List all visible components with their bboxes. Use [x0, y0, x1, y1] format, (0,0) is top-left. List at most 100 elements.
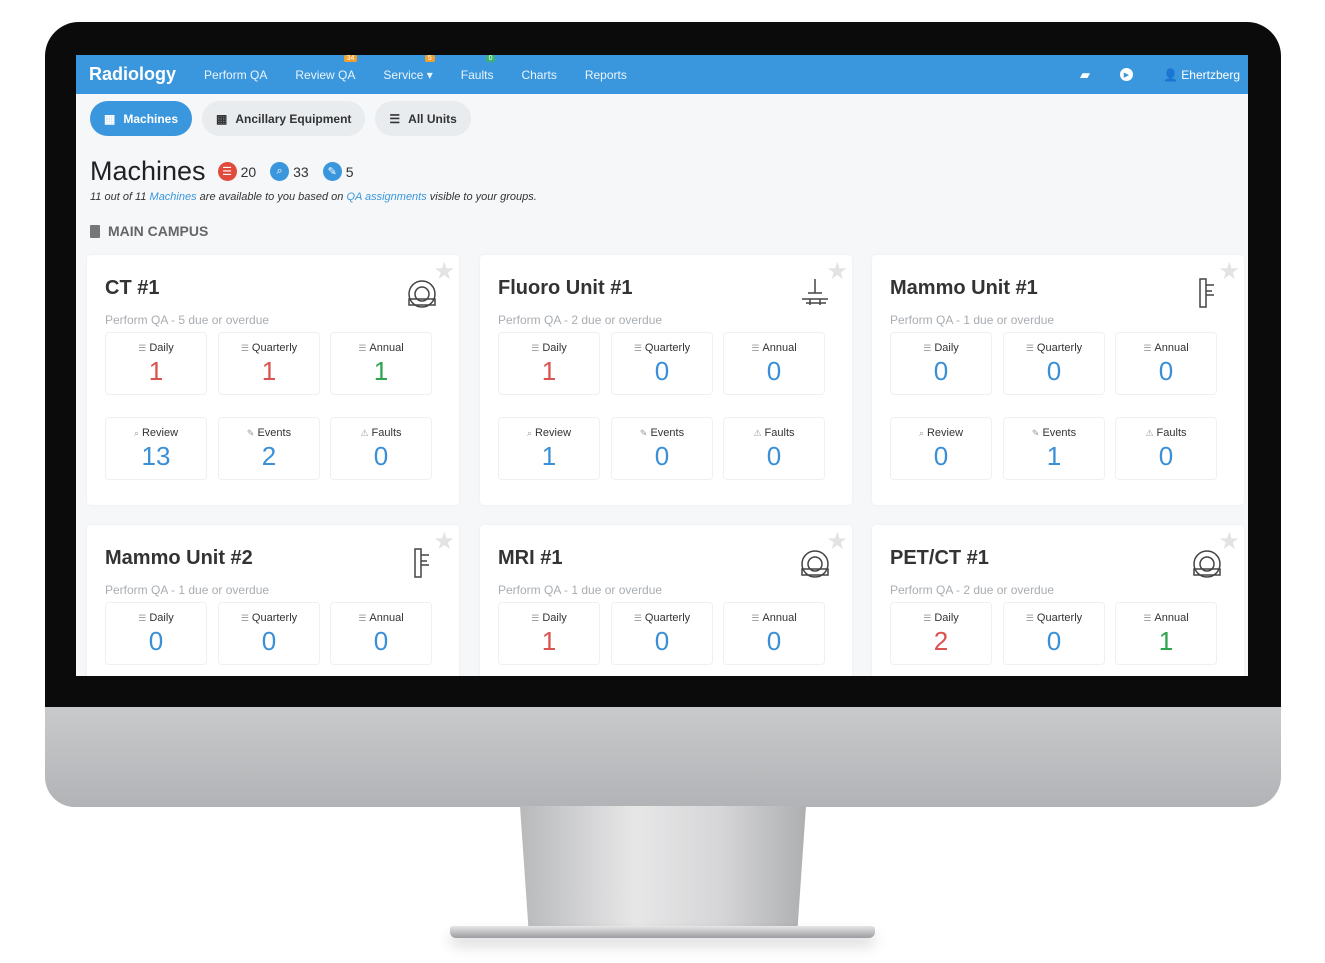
- stat-quarterly[interactable]: ☰ Quarterly 0: [218, 602, 320, 665]
- stat-label-text: Daily: [149, 342, 174, 354]
- stat-annual[interactable]: ☰ Annual 0: [723, 332, 825, 395]
- nav-item-charts[interactable]: Charts: [521, 67, 557, 82]
- stat-label-text: Annual: [369, 612, 404, 624]
- search-icon: ⌕: [270, 162, 290, 181]
- stat-value: 0: [766, 626, 782, 656]
- pet-ct-icon: [1193, 550, 1221, 578]
- book-icon[interactable]: ▰: [1080, 66, 1090, 82]
- qa-assignments-link[interactable]: QA assignments: [346, 191, 427, 203]
- stat-events[interactable]: ✎ Events 1: [1003, 417, 1105, 480]
- stat-daily[interactable]: ☰ Daily 1: [498, 332, 600, 395]
- stat-annual[interactable]: ☰ Annual 1: [1115, 602, 1217, 665]
- stat-faults[interactable]: ⚠ Faults 0: [723, 417, 825, 480]
- stat-events[interactable]: ✎ Events 0: [611, 417, 713, 480]
- stat-review[interactable]: ⌕ Review 0: [890, 417, 992, 480]
- nav-item-review-qa[interactable]: Review QA 34: [295, 55, 358, 82]
- stat-value: 1: [541, 626, 557, 656]
- stat-label: ⚠ Faults: [331, 427, 431, 439]
- nav-item-perform-qa[interactable]: Perform QA: [204, 67, 268, 82]
- favorite-star-icon[interactable]: ★: [826, 528, 848, 555]
- machine-card[interactable]: Mammo Unit #1 ★ Perform QA - 1 due or over…: [872, 255, 1244, 505]
- nav-item-reports[interactable]: Reports: [584, 67, 627, 82]
- play-icon[interactable]: ▶: [1120, 68, 1133, 81]
- stat-events[interactable]: ✎ Events 2: [218, 417, 320, 480]
- favorite-star-icon[interactable]: ★: [433, 528, 455, 555]
- grid-icon: ▦: [104, 111, 116, 126]
- stat-quarterly[interactable]: ☰ Quarterly 0: [611, 332, 713, 395]
- brand-logo[interactable]: Radiology: [89, 64, 177, 84]
- stat-annual[interactable]: ☰ Annual 0: [330, 602, 432, 665]
- machine-name[interactable]: CT #1: [105, 277, 160, 299]
- count-value: 5: [345, 163, 354, 180]
- stat-value: 0: [933, 441, 949, 471]
- stat-annual[interactable]: ☰ Annual 0: [1115, 332, 1217, 395]
- stat-review[interactable]: ⌕ Review 13: [105, 417, 207, 480]
- unit-type-tabs: ▦ Machines ▦ Ancillary Equipment ☰ All Units: [90, 101, 1248, 136]
- favorite-star-icon[interactable]: ★: [1218, 528, 1240, 555]
- nav-item-faults[interactable]: Faults 0: [460, 55, 496, 82]
- due-summary: Perform QA - 2 due or overdue: [498, 313, 663, 327]
- user-menu[interactable]: 👤 Ehertzberg: [1163, 68, 1240, 82]
- stat-label-text: Daily: [542, 612, 567, 624]
- stat-label: ☰ Daily: [891, 342, 991, 354]
- review-icon: ⌕: [526, 428, 532, 438]
- count-badge[interactable]: ⌕ 33: [270, 162, 309, 181]
- grid-icon: ▦: [216, 111, 228, 126]
- tab-ancillary-equipment[interactable]: ▦ Ancillary Equipment: [202, 101, 366, 136]
- tab-all-units[interactable]: ☰ All Units: [375, 101, 471, 136]
- stat-quarterly[interactable]: ☰ Quarterly 1: [218, 332, 320, 395]
- machine-card[interactable]: MRI #1 ★ Perform QA - 1 due or overdue ☰ Dai…: [480, 525, 852, 676]
- daily-icon: ☰: [138, 613, 147, 623]
- stat-daily[interactable]: ☰ Daily 2: [890, 602, 992, 665]
- stat-annual[interactable]: ☰ Annual 1: [330, 332, 432, 395]
- stat-annual[interactable]: ☰ Annual 0: [723, 602, 825, 665]
- favorite-star-icon[interactable]: ★: [826, 258, 848, 285]
- stat-daily[interactable]: ☰ Daily 1: [498, 602, 600, 665]
- list-icon: ☰: [389, 111, 401, 126]
- user-icon: 👤: [1163, 67, 1178, 82]
- machine-card[interactable]: PET/CT #1 ★ Perform QA - 2 due or overdue ☰…: [872, 525, 1244, 676]
- tab-machines[interactable]: ▦ Machines: [90, 101, 193, 136]
- stat-quarterly[interactable]: ☰ Quarterly 0: [1003, 332, 1105, 395]
- stat-label: ⌕ Review: [891, 427, 991, 439]
- stat-value: 1: [373, 356, 389, 386]
- count-value: 20: [240, 163, 257, 180]
- stat-quarterly[interactable]: ☰ Quarterly 0: [1003, 602, 1105, 665]
- stat-value: 0: [148, 626, 164, 656]
- stat-label-text: Daily: [542, 342, 567, 354]
- machine-name[interactable]: MRI #1: [498, 547, 563, 569]
- machine-card[interactable]: Mammo Unit #2 ★ Perform QA - 1 due or over…: [87, 525, 459, 676]
- stat-label: ☰ Quarterly: [219, 612, 319, 624]
- tab-label: Ancillary Equipment: [235, 111, 352, 126]
- nav-item-service[interactable]: Service ▾ 5: [383, 55, 435, 82]
- stat-label-text: Quarterly: [644, 612, 691, 624]
- machine-name[interactable]: PET/CT #1: [890, 547, 989, 569]
- fluoro-icon: [802, 279, 828, 305]
- favorite-star-icon[interactable]: ★: [1218, 258, 1240, 285]
- stat-faults[interactable]: ⚠ Faults 0: [1115, 417, 1217, 480]
- stat-daily[interactable]: ☰ Daily 0: [105, 602, 207, 665]
- stat-review[interactable]: ⌕ Review 1: [498, 417, 600, 480]
- annual-icon: ☰: [358, 343, 367, 353]
- stat-value: 0: [1158, 441, 1174, 471]
- quarterly-icon: ☰: [633, 343, 642, 353]
- faults-icon: ⚠: [753, 428, 762, 438]
- stat-daily[interactable]: ☰ Daily 1: [105, 332, 207, 395]
- machine-card[interactable]: Fluoro Unit #1 ★ Perform QA - 2 due or ove…: [480, 255, 852, 505]
- stat-value: 0: [654, 441, 670, 471]
- stat-label-text: Daily: [934, 342, 959, 354]
- count-badge[interactable]: ☰ 20: [217, 162, 257, 181]
- stat-label: ☰ Daily: [499, 612, 599, 624]
- page-title: Machines: [90, 156, 206, 186]
- stat-value: 0: [766, 356, 782, 386]
- stat-faults[interactable]: ⚠ Faults 0: [330, 417, 432, 480]
- machine-name[interactable]: Mammo Unit #1: [890, 277, 1038, 299]
- count-badge[interactable]: ✎ 5: [322, 162, 354, 181]
- stat-quarterly[interactable]: ☰ Quarterly 0: [611, 602, 713, 665]
- stat-daily[interactable]: ☰ Daily 0: [890, 332, 992, 395]
- machine-card[interactable]: CT #1 ★ Perform QA - 5 due or overdue ☰ Dail…: [87, 255, 459, 505]
- favorite-star-icon[interactable]: ★: [433, 258, 455, 285]
- machine-name[interactable]: Fluoro Unit #1: [498, 277, 633, 299]
- machine-name[interactable]: Mammo Unit #2: [105, 547, 253, 569]
- machines-link[interactable]: Machines: [149, 191, 197, 203]
